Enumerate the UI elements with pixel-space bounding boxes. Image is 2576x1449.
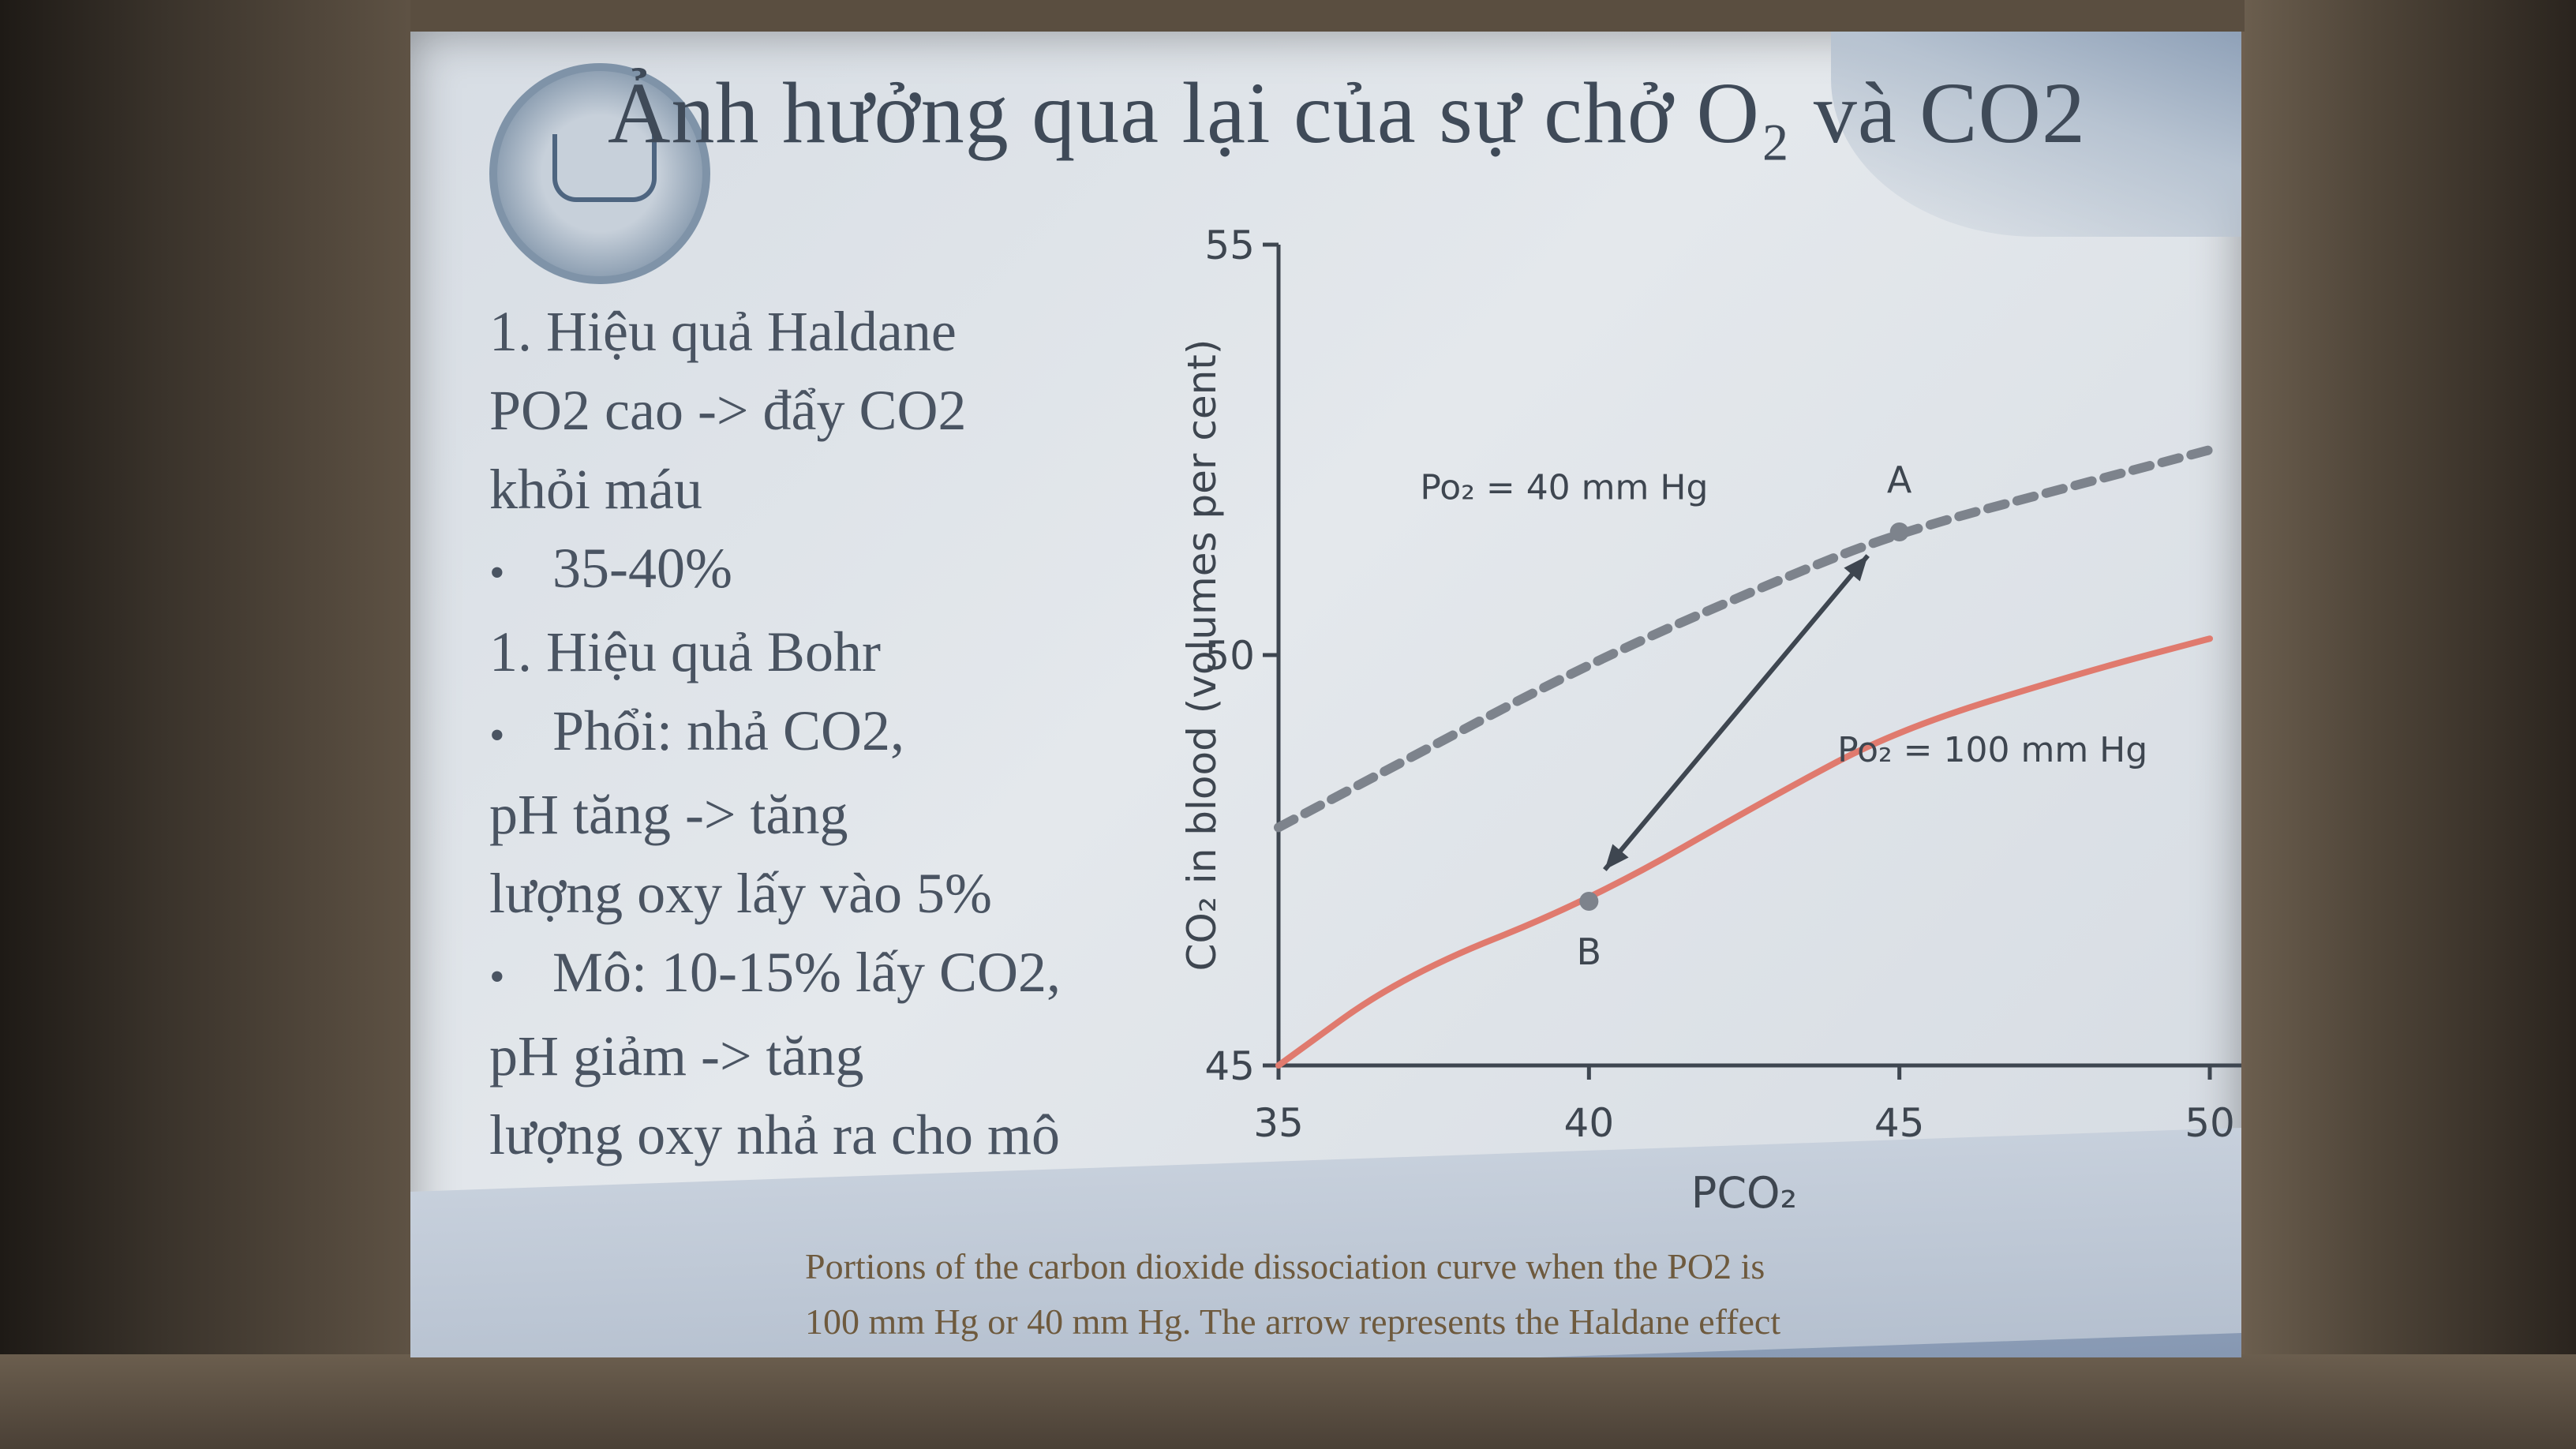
- slide-text-line: pH giảm -> tăng: [489, 1024, 864, 1088]
- y-tick-label: 45: [1204, 1043, 1255, 1089]
- room-background-top: [0, 0, 2576, 32]
- slide-text-line: khỏi máu: [489, 458, 702, 521]
- slide-text-line: Mô: 10-15% lấy CO2,: [489, 933, 1200, 1017]
- series-line: [1275, 635, 2213, 1069]
- slide-text-line: lượng oxy lấy vào 5%: [489, 862, 992, 925]
- y-axis-label: CO₂ in blood (volumes per cent): [1184, 339, 1225, 972]
- caption-line-2: 100 mm Hg or 40 mm Hg. The arrow represe…: [805, 1301, 1781, 1342]
- data-point: [1889, 522, 1909, 541]
- series-label-po2-40: Po₂ = 40 mm Hg: [1420, 467, 1708, 507]
- point-label: B: [1577, 930, 1602, 973]
- arrow-head-b: [1604, 844, 1629, 870]
- room-background-right: [2245, 0, 2576, 1449]
- point-label: A: [1887, 459, 1912, 501]
- series-line: [1274, 445, 2215, 833]
- slide-text-list: 1. Hiệu quả Haldane PO2 cao -> đẩy CO2 khỏ…: [489, 292, 1200, 1174]
- x-axis-label: PCO₂: [1691, 1168, 1797, 1215]
- haldane-arrow: [1603, 554, 1870, 871]
- co2-dissociation-chart: 45 50 55 35 40 45 50 PCO₂ CO₂ in blood (volumes …: [1184, 223, 2241, 1215]
- caption-line-1: Portions of the carbon dioxide dissociat…: [805, 1246, 1765, 1286]
- slide-title: Ảnh hưởng qua lại của sự chở O₂ và CO2: [608, 65, 2086, 161]
- room-background-bottom: [0, 1354, 2576, 1449]
- data-point: [1579, 892, 1599, 911]
- x-tick-label: 35: [1253, 1100, 1304, 1146]
- room-background-left: [0, 0, 410, 1449]
- book-icon: [552, 134, 657, 202]
- projected-slide: Ảnh hưởng qua lại của sự chở O₂ và CO2 1…: [410, 32, 2241, 1357]
- slide-text-line: 1. Hiệu quả Bohr: [489, 620, 881, 683]
- y-tick-label: 55: [1204, 223, 1255, 268]
- slide-text-line: 1. Hiệu quả Haldane: [489, 300, 957, 363]
- x-tick-label: 50: [2185, 1100, 2235, 1146]
- slide-text-line: PO2 cao -> đẩy CO2: [489, 379, 967, 442]
- slide-text-line: Phổi: nhả CO2,: [489, 691, 1200, 775]
- figure-caption: Portions of the carbon dioxide dissociat…: [805, 1239, 2226, 1350]
- arrow-head-a: [1844, 556, 1868, 582]
- series-label-po2-100: Po₂ = 100 mm Hg: [1837, 730, 2147, 770]
- university-logo: [489, 63, 710, 284]
- slide-text-line: 35-40%: [489, 529, 1200, 612]
- y-tick-label: 50: [1204, 633, 1255, 679]
- x-tick-label: 40: [1564, 1100, 1615, 1146]
- slide-text-line: pH tăng -> tăng: [489, 783, 848, 846]
- x-tick-label: 45: [1874, 1100, 1925, 1146]
- slide-text-line: lượng oxy nhả ra cho mô: [489, 1103, 1060, 1166]
